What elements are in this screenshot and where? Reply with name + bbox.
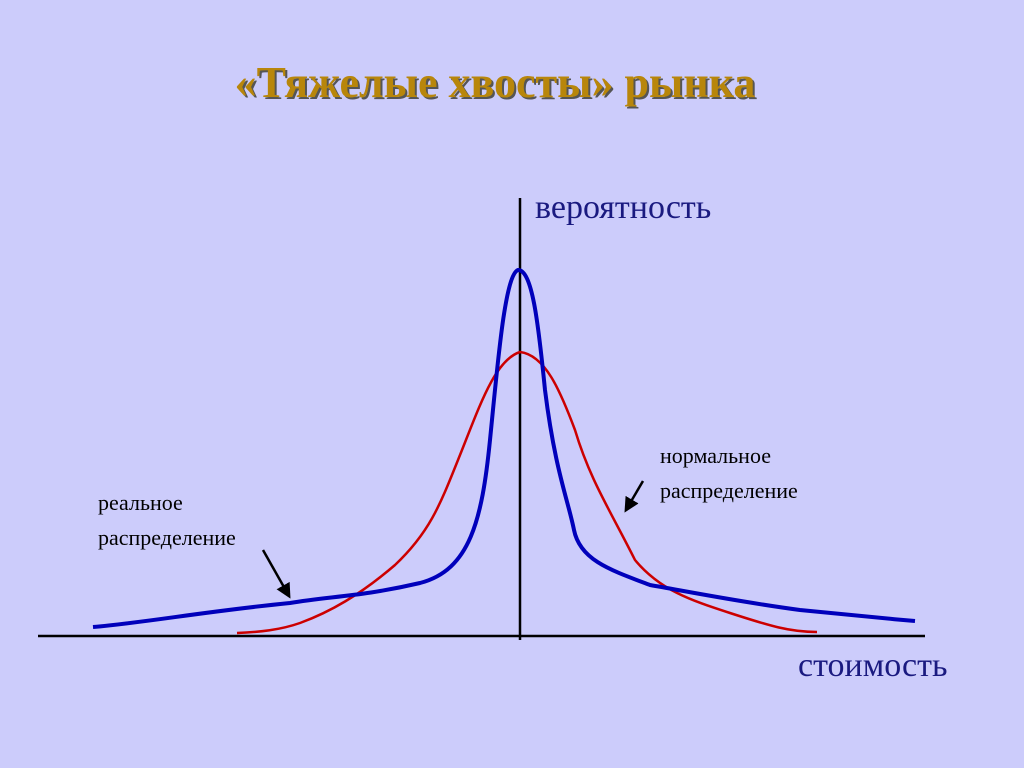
annotation-line: нормальное <box>660 443 771 468</box>
arrow <box>261 549 291 599</box>
y-axis-label: вероятность <box>535 189 711 226</box>
title: «Тяжелые хвосты» рынка <box>235 58 756 107</box>
normal-curve <box>236 350 818 635</box>
x-axis-label: стоимость <box>798 647 948 684</box>
title-shadow: «Тяжелые хвосты» рынка <box>237 60 758 109</box>
real-curve <box>92 267 916 629</box>
arrow <box>624 480 645 513</box>
annotation-line: распределение <box>98 525 236 550</box>
annotation-line: распределение <box>660 478 798 503</box>
annotation-line: реальное <box>98 490 183 515</box>
